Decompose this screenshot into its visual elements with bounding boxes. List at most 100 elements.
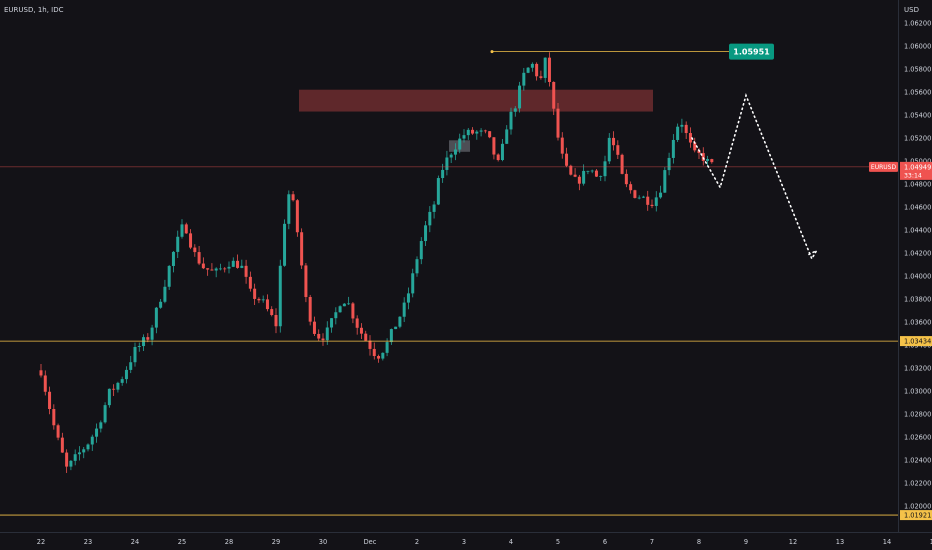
candle-body: [261, 299, 265, 301]
price-tick-label: 1.06200: [904, 20, 931, 28]
candle-body: [701, 153, 705, 161]
candle-body: [620, 154, 624, 174]
candle-body: [500, 143, 504, 161]
candle-body: [560, 137, 564, 154]
support-level-2-label-box[interactable]: [900, 510, 932, 521]
candle-body: [210, 269, 214, 271]
candle-body: [659, 192, 663, 198]
candle-body: [616, 145, 620, 155]
candle-body: [475, 131, 479, 134]
price-tick-label: 1.02800: [904, 411, 931, 419]
time-tick-label: 4: [509, 538, 513, 546]
high-marker-label-box[interactable]: [729, 43, 774, 60]
candle-body: [163, 286, 167, 302]
time-tick-label: 24: [131, 538, 139, 546]
candle-body: [411, 273, 415, 294]
candle-body: [543, 57, 547, 78]
candle-body: [146, 337, 150, 340]
price-tick-label: 1.05800: [904, 66, 931, 74]
candle-body: [479, 130, 483, 132]
time-tick-label: 5: [556, 538, 560, 546]
candle-body: [189, 233, 193, 248]
candle-body: [441, 169, 445, 179]
projection-path[interactable]: [691, 92, 819, 261]
support-level-1-label: 1.03434: [904, 338, 931, 346]
candle-body: [291, 194, 295, 201]
candle-body: [52, 409, 56, 426]
candle-body: [218, 268, 222, 270]
candle-body: [133, 346, 137, 363]
resistance-zone[interactable]: [299, 89, 653, 112]
candle-body: [582, 170, 586, 184]
candle-body: [565, 153, 569, 166]
time-tick-label: 28: [225, 538, 233, 546]
candle-body: [355, 318, 359, 328]
candle-body: [283, 223, 287, 266]
time-tick-label: 14: [883, 538, 891, 546]
candle-body: [483, 130, 487, 132]
candle-body: [137, 346, 141, 347]
candle-body: [154, 307, 158, 328]
candle-body: [667, 157, 671, 171]
candle-body: [633, 190, 637, 198]
candle-body: [223, 268, 227, 270]
candle-body: [325, 327, 329, 341]
candle-body: [338, 306, 342, 313]
candle-body: [99, 422, 103, 429]
candle-body: [90, 436, 94, 445]
candle-body: [556, 108, 560, 138]
price-tick-label: 1.03600: [904, 319, 931, 327]
high-marker-anchor[interactable]: [490, 50, 494, 54]
time-axis[interactable]: 22232425282930Dec234567891213141516: [37, 538, 932, 546]
candle-body: [308, 296, 312, 322]
price-tick-label: 1.05400: [904, 112, 931, 120]
price-axis-unit: USD: [904, 6, 919, 14]
time-tick-label: 13: [836, 538, 844, 546]
candle-body: [612, 137, 616, 146]
candle-body: [184, 224, 188, 234]
candle-body: [535, 63, 539, 77]
candle-body: [650, 204, 654, 206]
candle-body: [586, 170, 590, 172]
price-tick-label: 1.03800: [904, 296, 931, 304]
candle-body: [449, 154, 453, 158]
candle-body: [304, 265, 308, 297]
time-tick-label: 30: [319, 538, 327, 546]
candle-body: [496, 154, 500, 161]
candle-body: [445, 157, 449, 170]
current-price-label: 1.04949: [904, 163, 931, 171]
candle-body: [171, 251, 175, 266]
candle-body: [86, 444, 90, 450]
time-tick-label: 23: [84, 538, 92, 546]
candle-body: [453, 149, 457, 155]
symbol-tag: EURUSD: [871, 164, 897, 171]
candle-body: [120, 379, 124, 383]
candle-body: [415, 259, 419, 274]
candle-body: [317, 333, 321, 339]
candle-body: [142, 337, 146, 347]
candle-body: [676, 126, 680, 140]
candle-body: [116, 382, 120, 390]
current-price-label-box[interactable]: [900, 161, 932, 180]
candle-body: [48, 391, 52, 410]
candle-body: [274, 314, 278, 327]
candle-body: [458, 138, 462, 150]
candle-body: [82, 449, 86, 453]
candle-body: [492, 137, 496, 155]
candle-body: [684, 124, 688, 134]
candle-body: [406, 293, 410, 303]
candle-body: [257, 298, 261, 301]
candle-body: [347, 303, 351, 305]
price-axis[interactable]: 1.06200 1.06000 1.05800 1.05600 1.05400 1.052…: [904, 20, 931, 511]
support-level-1-label-box[interactable]: [900, 336, 932, 347]
candle-body: [671, 139, 675, 158]
plot-area[interactable]: [39, 52, 714, 473]
price-tick-label: 1.04400: [904, 227, 931, 235]
candle-body: [227, 266, 231, 269]
candle-body: [385, 342, 389, 353]
candle-body: [466, 129, 470, 136]
candle-body: [603, 161, 607, 177]
